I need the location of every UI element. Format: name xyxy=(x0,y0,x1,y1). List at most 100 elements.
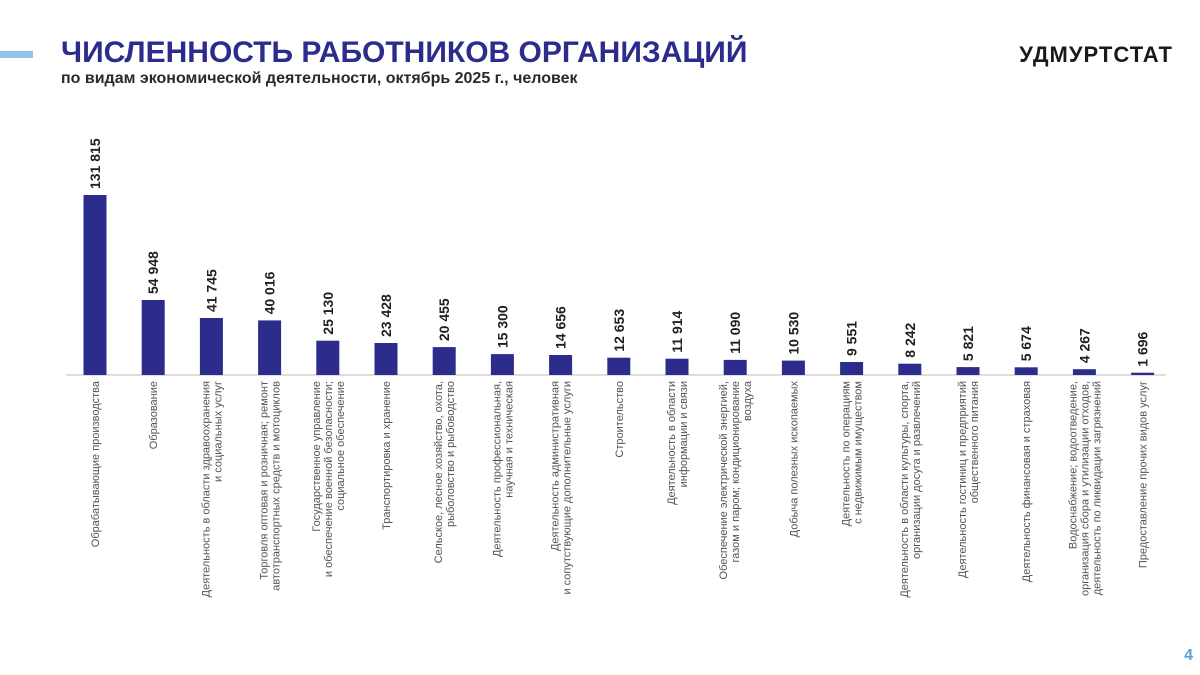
accent-bar xyxy=(0,51,33,58)
bar-5 xyxy=(316,340,340,375)
value-label-4: 40 016 xyxy=(262,271,278,314)
category-label-line: с недвижимым имуществом xyxy=(853,381,865,524)
category-label-6: Транспортировка и хранение xyxy=(381,381,393,530)
category-label-line: и социальных услуг xyxy=(212,381,224,482)
value-label-12: 11 090 xyxy=(727,312,743,354)
category-label-line: Строительство xyxy=(614,381,626,458)
category-label-line: газом и паром; кондиционирование xyxy=(730,381,742,563)
category-label-16: Деятельность гостиниц и предприятий общес… xyxy=(957,381,981,578)
category-label-8: Деятельность профессиональная, научная и … xyxy=(491,381,515,557)
value-label-8: 15 300 xyxy=(494,305,510,348)
category-label-line: Обрабатывающие производства xyxy=(90,380,102,547)
value-label-9: 14 656 xyxy=(553,306,569,349)
category-label-19: Предоставление прочих видов услуг xyxy=(1138,381,1150,568)
category-label-line: Деятельность в области культуры, спорта, xyxy=(899,381,911,598)
category-label-18: Водоснабжение; водоотведение, организация… xyxy=(1067,381,1103,596)
value-label-7: 20 455 xyxy=(436,298,452,341)
category-label-line: деятельность по ликвидации загрязнений xyxy=(1091,381,1103,595)
category-label-line: и обеспечение военной безопасности; xyxy=(323,381,335,577)
bar-1 xyxy=(83,195,107,375)
category-label-14: Деятельность по операциям с недвижимым им… xyxy=(841,381,865,526)
value-label-2: 54 948 xyxy=(145,251,161,294)
bar-6 xyxy=(374,343,398,375)
category-label-line: организации досуга и развлечений xyxy=(911,381,923,559)
category-label-line: рыболовство и рыбоводство xyxy=(445,381,457,527)
category-label-line: научная и техническая xyxy=(503,381,515,498)
category-label-line: Транспортировка и хранение xyxy=(381,381,393,530)
category-label-line: Деятельность гостиниц и предприятий xyxy=(957,381,969,578)
category-label-line: Образование xyxy=(148,381,160,449)
category-label-line: Водоснабжение; водоотведение, xyxy=(1067,381,1079,549)
bar-17 xyxy=(1014,367,1038,375)
bar-2 xyxy=(141,300,165,375)
value-label-15: 8 242 xyxy=(902,322,918,357)
category-label-line: Деятельность административная xyxy=(550,381,562,551)
category-label-5: Государственное управление и обеспечение … xyxy=(311,381,347,577)
value-labels-layer: 131 815 54 948 41 745 40 016 25 130 23 428 20 … xyxy=(87,138,1151,367)
category-label-1: Обрабатывающие производства xyxy=(90,380,102,547)
category-label-line: информации и связи xyxy=(678,381,690,487)
category-label-11: Деятельность в области информации и связи xyxy=(666,381,690,505)
page-subtitle: по видам экономической деятельности, окт… xyxy=(61,70,578,87)
value-label-3: 41 745 xyxy=(203,269,219,312)
category-label-9: Деятельность административная и сопутству… xyxy=(550,381,574,595)
value-label-13: 10 530 xyxy=(785,312,801,355)
category-label-line: и сопутствующие дополнительные услуги xyxy=(562,381,574,595)
value-label-10: 12 653 xyxy=(611,309,627,352)
category-label-line: Добыча полезных ископаемых xyxy=(788,381,800,538)
value-label-11: 11 914 xyxy=(669,310,685,352)
bar-11 xyxy=(665,358,689,375)
category-label-15: Деятельность в области культуры, спорта,… xyxy=(899,381,923,598)
value-label-19: 1 696 xyxy=(1135,331,1151,366)
page-number: 4 xyxy=(1184,647,1193,664)
category-label-line: Деятельность в области xyxy=(666,381,678,505)
category-label-line: Деятельность профессиональная, xyxy=(491,381,503,557)
category-label-line: Деятельность финансовая и страховая xyxy=(1021,381,1033,582)
bar-4 xyxy=(258,320,282,375)
brand-logo-text: УДМУРТСТАТ xyxy=(1019,42,1173,67)
bar-16 xyxy=(956,367,980,375)
value-label-18: 4 267 xyxy=(1076,328,1092,363)
category-label-line: общественного питания xyxy=(969,381,981,503)
category-label-line: Деятельность по операциям xyxy=(841,381,853,526)
bar-10 xyxy=(607,357,631,375)
bar-19 xyxy=(1131,372,1155,375)
bar-13 xyxy=(781,360,805,375)
bar-7 xyxy=(432,347,456,375)
category-label-4: Торговля оптовая и розничная; ремонт авто… xyxy=(259,381,283,591)
category-label-line: Торговля оптовая и розничная; ремонт xyxy=(259,381,271,580)
bar-8 xyxy=(490,354,514,375)
value-label-17: 5 674 xyxy=(1018,326,1034,361)
bar-9 xyxy=(549,355,573,375)
bar-12 xyxy=(723,359,747,375)
bar-14 xyxy=(840,362,864,375)
value-label-5: 25 130 xyxy=(320,292,336,335)
category-label-line: Предоставление прочих видов услуг xyxy=(1138,381,1150,568)
page-title: ЧИСЛЕННОСТЬ РАБОТНИКОВ ОРГАНИЗАЦИЙ xyxy=(61,36,748,69)
bar-18 xyxy=(1072,369,1096,375)
category-label-7: Сельское, лесное хозяйство, охота, рыболо… xyxy=(433,381,457,563)
category-label-line: Сельское, лесное хозяйство, охота, xyxy=(433,381,445,563)
category-label-line: организация сбора и утилизации отходов, xyxy=(1079,381,1091,596)
category-label-line: Государственное управление xyxy=(311,381,323,532)
category-label-10: Строительство xyxy=(614,381,626,458)
value-label-16: 5 821 xyxy=(960,326,976,361)
value-label-6: 23 428 xyxy=(378,294,394,337)
category-label-line: социальное обеспечение xyxy=(335,381,347,511)
bar-3 xyxy=(199,318,223,375)
bars-layer xyxy=(83,195,1155,375)
value-label-14: 9 551 xyxy=(844,321,860,356)
category-label-line: Обеспечение электрической энергией, xyxy=(718,381,730,579)
category-label-line: воздуха xyxy=(742,380,754,421)
value-label-1: 131 815 xyxy=(87,138,103,189)
category-label-12: Обеспечение электрической энергией, газом… xyxy=(718,380,754,579)
category-label-17: Деятельность финансовая и страховая xyxy=(1021,381,1033,582)
category-label-line: Деятельность в области здравоохранения xyxy=(200,381,212,597)
bar-15 xyxy=(898,363,922,375)
category-label-line: автотранспортных средств и мотоциклов xyxy=(271,381,283,591)
category-label-2: Образование xyxy=(148,381,160,449)
category-label-13: Добыча полезных ископаемых xyxy=(788,381,800,538)
category-labels-layer: Обрабатывающие производства Образование Де… xyxy=(90,380,1150,598)
category-label-3: Деятельность в области здравоохранения и … xyxy=(200,381,224,597)
